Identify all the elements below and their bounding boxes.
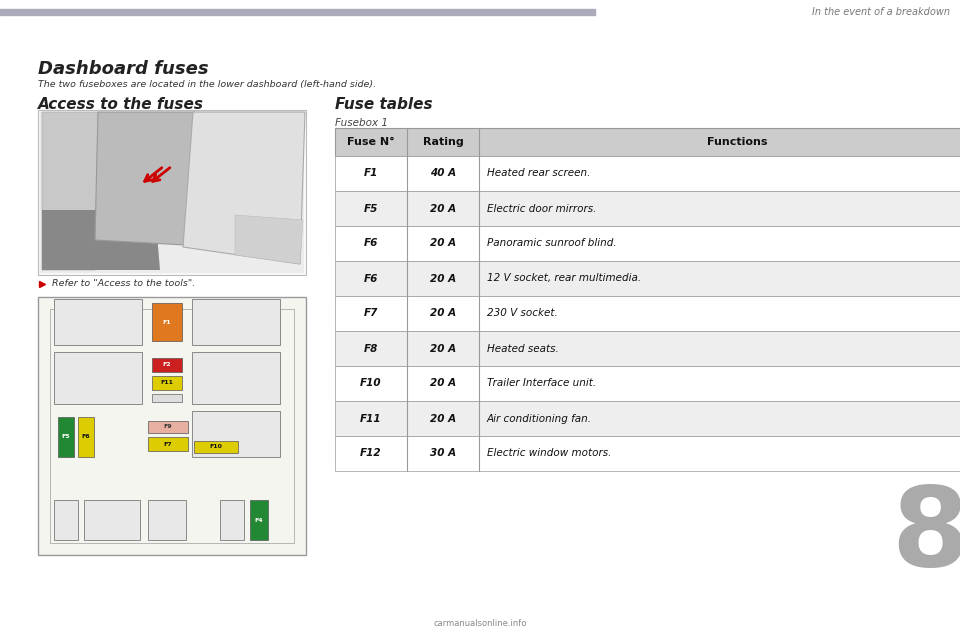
Text: F1: F1 (162, 319, 171, 324)
Bar (50, 309, 294, 543)
Text: 20 A: 20 A (430, 308, 456, 319)
Text: carmanualsonline.info: carmanualsonline.info (433, 619, 527, 628)
Text: 230 V socket.: 230 V socket. (487, 308, 558, 319)
Text: F11: F11 (360, 413, 382, 424)
Polygon shape (235, 215, 303, 264)
Bar (148, 500, 186, 540)
Polygon shape (183, 112, 305, 264)
Bar (335, 261, 960, 296)
Text: F2: F2 (162, 362, 171, 367)
Text: In the event of a breakdown: In the event of a breakdown (812, 7, 950, 17)
Bar (335, 401, 960, 436)
Bar (58, 417, 74, 457)
Bar (335, 226, 960, 261)
Text: F6: F6 (364, 273, 378, 284)
Bar (194, 441, 238, 453)
Text: Access to the fuses: Access to the fuses (38, 97, 204, 112)
Text: Trailer Interface unit.: Trailer Interface unit. (487, 378, 596, 388)
Bar (152, 394, 182, 402)
Text: 20 A: 20 A (430, 273, 456, 284)
Text: Electric window motors.: Electric window motors. (487, 449, 612, 458)
Bar (192, 352, 280, 404)
Text: F5: F5 (61, 435, 70, 440)
Bar (335, 156, 960, 191)
Text: Fusebox 1: Fusebox 1 (335, 118, 388, 128)
Bar (78, 417, 94, 457)
Bar (335, 128, 960, 156)
Text: Panoramic sunroof blind.: Panoramic sunroof blind. (487, 239, 616, 248)
Text: The two fuseboxes are located in the lower dashboard (left-hand side).: The two fuseboxes are located in the low… (38, 80, 376, 89)
Bar (152, 376, 182, 390)
Text: Dashboard fuses: Dashboard fuses (38, 60, 208, 78)
Bar (250, 500, 268, 540)
Bar (335, 296, 960, 331)
Text: 20 A: 20 A (430, 378, 456, 388)
Text: Air conditioning fan.: Air conditioning fan. (487, 413, 592, 424)
Bar (335, 436, 960, 471)
Text: F11: F11 (160, 381, 174, 385)
Bar (38, 297, 306, 555)
Text: F6: F6 (82, 435, 90, 440)
Text: F4: F4 (254, 518, 263, 522)
Polygon shape (95, 112, 195, 245)
Text: 20 A: 20 A (430, 413, 456, 424)
Text: Electric door mirrors.: Electric door mirrors. (487, 204, 596, 214)
Bar (84, 500, 140, 540)
Text: 12 V socket, rear multimedia.: 12 V socket, rear multimedia. (487, 273, 641, 284)
Text: 20 A: 20 A (430, 344, 456, 353)
Text: Functions: Functions (707, 137, 767, 147)
Text: 30 A: 30 A (430, 449, 456, 458)
Text: 20 A: 20 A (430, 204, 456, 214)
Bar (54, 299, 142, 345)
Text: 40 A: 40 A (430, 168, 456, 179)
Text: 20 A: 20 A (430, 239, 456, 248)
Bar (148, 421, 188, 433)
Bar (335, 191, 960, 226)
Bar (54, 500, 78, 540)
Bar (38, 110, 306, 275)
Bar (0, 9, 595, 15)
Bar (192, 299, 280, 345)
Text: F7: F7 (364, 308, 378, 319)
Bar (220, 500, 244, 540)
Text: F7: F7 (164, 442, 172, 447)
Text: F9: F9 (164, 424, 172, 429)
Text: F8: F8 (364, 344, 378, 353)
Bar (40, 112, 304, 273)
Text: F10: F10 (209, 445, 223, 449)
Polygon shape (42, 112, 98, 270)
Bar (54, 352, 142, 404)
Text: Fuse N°: Fuse N° (348, 137, 395, 147)
Bar (335, 366, 960, 401)
Bar (152, 303, 182, 341)
Polygon shape (42, 210, 160, 270)
Text: Refer to "Access to the tools".: Refer to "Access to the tools". (52, 280, 195, 289)
Text: F5: F5 (364, 204, 378, 214)
Text: Fuse tables: Fuse tables (335, 97, 433, 112)
Text: 8: 8 (892, 481, 960, 589)
Text: F10: F10 (360, 378, 382, 388)
Text: F6: F6 (364, 239, 378, 248)
Bar (148, 437, 188, 451)
Text: Heated rear screen.: Heated rear screen. (487, 168, 590, 179)
Text: Heated seats.: Heated seats. (487, 344, 559, 353)
Text: F1: F1 (364, 168, 378, 179)
Text: F12: F12 (360, 449, 382, 458)
Bar (152, 358, 182, 372)
Text: Rating: Rating (422, 137, 464, 147)
Bar (192, 411, 280, 457)
Bar (335, 331, 960, 366)
